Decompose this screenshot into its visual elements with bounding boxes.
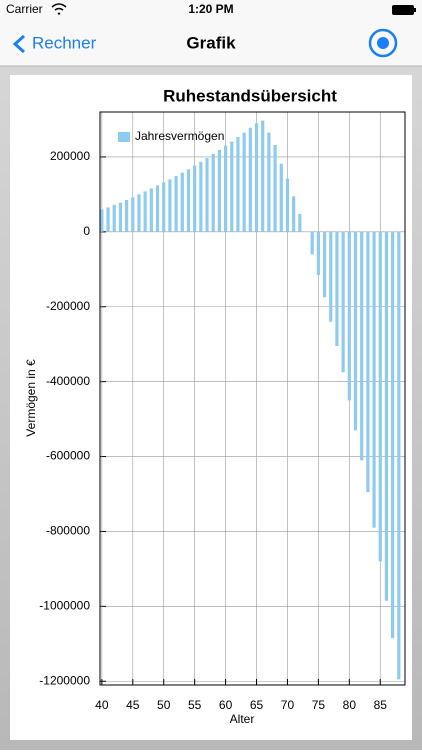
- bar: [285, 178, 290, 232]
- bar: [391, 231, 395, 639]
- bar: [168, 179, 172, 232]
- bar: [174, 176, 178, 232]
- bar: [384, 231, 389, 601]
- x-tick-label: 65: [250, 698, 264, 712]
- bar: [106, 207, 110, 232]
- time: 1:20 PM: [188, 2, 233, 16]
- y-tick-label: -800000: [46, 524, 90, 538]
- chart-title: Ruhestandsübersicht: [163, 86, 337, 105]
- bar: [205, 158, 209, 232]
- bar: [149, 188, 153, 232]
- bar: [254, 123, 259, 232]
- x-tick-label: 80: [343, 698, 357, 712]
- bar: [248, 127, 252, 232]
- plot-frame: [99, 111, 406, 686]
- y-tick-label: -200000: [46, 299, 90, 313]
- legend-swatch: [118, 132, 130, 142]
- battery-icon: [392, 5, 414, 15]
- back-button[interactable]: Rechner: [32, 33, 97, 52]
- back-chevron[interactable]: [12, 34, 25, 54]
- bar: [261, 120, 265, 232]
- x-tick-label: 85: [374, 698, 388, 712]
- x-tick-label: 55: [188, 698, 202, 712]
- bar: [310, 231, 314, 255]
- y-tick-label: -400000: [46, 374, 90, 388]
- bar: [186, 169, 191, 232]
- target-dot: [377, 37, 389, 49]
- y-tick-label: -600000: [46, 449, 90, 463]
- bar: [236, 137, 240, 232]
- bar: [267, 132, 271, 232]
- bar: [316, 231, 320, 275]
- target-button[interactable]: [368, 28, 398, 58]
- y-tick-label: 0: [83, 224, 90, 238]
- bar: [162, 182, 166, 232]
- bar: [131, 197, 135, 232]
- bar: [378, 231, 382, 562]
- y-tick-label: -1200000: [39, 673, 90, 687]
- bar: [112, 204, 116, 232]
- x-tick-label: 60: [219, 698, 233, 712]
- bar: [341, 231, 345, 373]
- battery-tip: [414, 8, 416, 12]
- bar: [292, 196, 296, 232]
- chart-card: [10, 75, 412, 740]
- x-axis-label: Alter: [230, 712, 255, 726]
- legend-label: Jahresvermögen: [135, 129, 224, 143]
- bar: [322, 231, 327, 298]
- y-tick-label: 200000: [50, 149, 90, 163]
- bar: [223, 145, 228, 232]
- bar: [155, 185, 160, 232]
- bar: [329, 231, 333, 322]
- bar: [217, 149, 222, 232]
- bar: [298, 213, 302, 232]
- x-tick-label: 75: [312, 698, 326, 712]
- bar: [360, 231, 364, 461]
- bar: [230, 141, 234, 232]
- x-tick-label: 50: [157, 698, 171, 712]
- bar: [353, 231, 358, 431]
- bar: [193, 165, 197, 232]
- y-axis-label: Vermögen in €: [24, 359, 38, 437]
- bar: [242, 132, 246, 232]
- bar: [347, 231, 351, 401]
- wifi-icon: [51, 3, 67, 16]
- carrier: Carrier: [6, 2, 43, 16]
- bar: [100, 209, 104, 232]
- x-tick-label: 45: [126, 698, 140, 712]
- bar: [335, 231, 339, 347]
- nav-title: Grafik: [186, 33, 236, 52]
- bar: [180, 172, 184, 232]
- x-tick-label: 40: [95, 698, 109, 712]
- bar: [137, 194, 141, 232]
- bar: [366, 231, 370, 493]
- bar: [279, 163, 283, 232]
- bar: [372, 231, 376, 528]
- top-bar: [0, 0, 422, 66]
- bar: [273, 144, 277, 232]
- x-tick-label: 70: [281, 698, 295, 712]
- bar: [118, 202, 123, 232]
- bar: [397, 231, 401, 680]
- bar: [199, 161, 203, 232]
- y-tick-label: -1000000: [39, 599, 90, 613]
- bar: [125, 200, 129, 232]
- bar: [143, 191, 147, 232]
- bar: [211, 153, 215, 232]
